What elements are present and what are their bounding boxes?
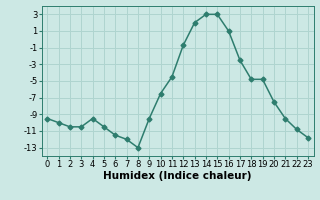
X-axis label: Humidex (Indice chaleur): Humidex (Indice chaleur) [103, 171, 252, 181]
